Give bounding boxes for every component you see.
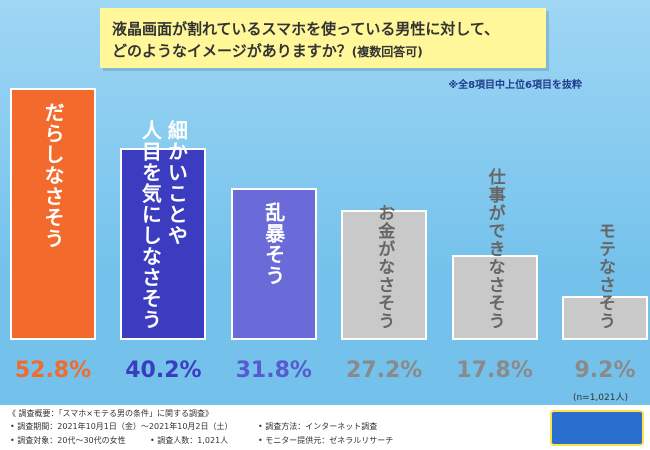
survey-item: • 調査対象：20代〜30代の女性 [10,436,126,445]
survey-item: • 調査期間：2021年10月1日（金）〜2021年10月2日（土） [10,422,233,431]
bar [120,148,207,340]
bar-label: 仕事ができなさそう [484,168,505,330]
value-label: 52.8% [14,358,92,383]
title-box: 液晶画面が割れているスマホを使っている男性に対して、 どのようなイメージがありま… [100,8,546,68]
value-label: 40.2% [125,358,202,383]
bar-label: 細かいことや 人目を気にしなさそう [138,120,189,330]
bar-label: モテなさそう [595,222,615,330]
bar-label: だらしなさそう [41,102,65,250]
footer: 《 調査概要：「スマホ×モテる男の条件」に関する調査》 • 調査期間：2021年… [0,405,650,450]
bar [562,296,648,340]
survey-heading: 《 調査概要：「スマホ×モテる男の条件」に関する調査》 [8,409,214,418]
bar [10,88,96,340]
title-line: どのようなイメージがありますか？(複数回答可) [112,40,423,61]
title-line: 液晶画面が割れているスマホを使っている男性に対して、 [112,20,500,38]
survey-item: • 調査人数：1,021人 [150,436,229,445]
value-label: 17.8% [456,358,533,383]
sample-size: (n=1,021人) [572,393,628,403]
survey-item: • モニター提供元：ゼネラルリサーチ [258,436,394,445]
title-text: どのようなイメージがありますか？ [112,42,352,60]
survey-item: • 調査方法：インターネット調査 [258,422,378,431]
value-label: 27.2% [346,358,423,383]
subtitle: (複数回答可) [351,45,423,59]
note: ※全8項目中上位6項目を抜粋 [448,80,582,91]
bar-label: 乱暴そう [261,202,286,287]
bar [451,255,538,340]
value-label: 31.8% [235,358,312,383]
bar [341,210,428,340]
logo [550,410,644,446]
value-label: 9.2% [574,358,636,383]
bar-label: お金がなさそう [374,204,395,330]
bar [230,188,317,340]
